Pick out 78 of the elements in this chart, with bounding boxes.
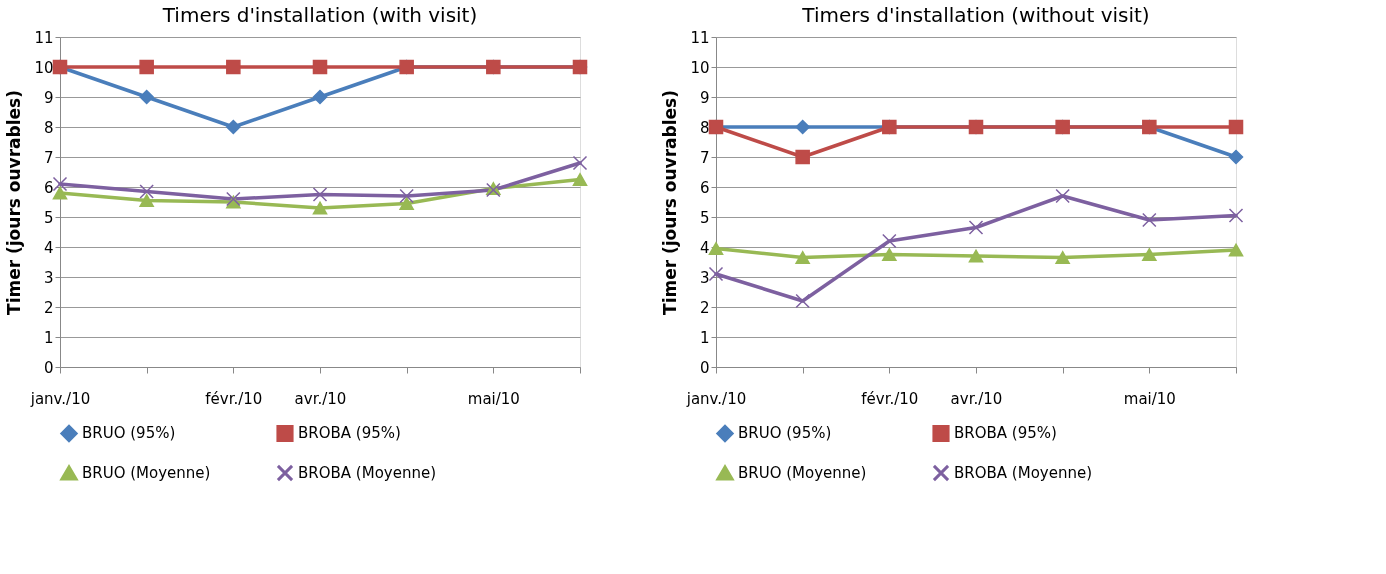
point (708, 266, 724, 282)
y-axis-title: Timer (jours ouvrables) (4, 90, 25, 315)
point (399, 188, 414, 204)
point (139, 59, 154, 75)
y-tick-label: 11 (690, 28, 710, 47)
point (52, 186, 68, 200)
y-tick-label: 3 (699, 268, 710, 287)
point (1055, 188, 1070, 204)
point (1055, 251, 1070, 264)
y-tick-label: 2 (43, 298, 54, 317)
y-tick-label: 10 (690, 58, 710, 77)
point (312, 201, 328, 215)
point (708, 242, 724, 255)
point (968, 220, 984, 235)
point (312, 89, 328, 105)
y-tick-label: 10 (34, 58, 54, 77)
legend-label: BRUO (95%) (738, 424, 832, 443)
point (795, 251, 810, 264)
legend-label: BRUO (95%) (82, 424, 176, 443)
point (1228, 243, 1244, 257)
point (572, 155, 588, 171)
point (1142, 248, 1157, 261)
y-tick-label: 1 (699, 328, 710, 347)
legend-label: BRUO (Moyenne) (82, 464, 211, 482)
point (226, 59, 241, 75)
y-axis-title: Timer (jours ouvrables) (660, 90, 681, 315)
point (795, 293, 810, 309)
y-tick-label: 2 (699, 298, 710, 317)
y-tick-label: 3 (43, 268, 54, 287)
point (139, 194, 154, 207)
point (968, 249, 984, 263)
point (139, 89, 154, 105)
point (1228, 119, 1244, 135)
point (139, 184, 154, 199)
y-tick-label: 1 (43, 328, 54, 347)
x-tick-label: mai/10 (1123, 389, 1176, 408)
y-tick-label: 8 (43, 118, 54, 137)
y-tick-label: 8 (699, 118, 710, 137)
point (1142, 212, 1157, 228)
point (795, 119, 810, 135)
y-tick-label: 7 (699, 148, 710, 167)
x-tick-label: janv./10 (29, 389, 91, 408)
y-tick-label: 4 (43, 238, 54, 257)
x-tick-label: févr./10 (205, 389, 263, 408)
y-tick-label: 9 (43, 88, 54, 107)
point (882, 233, 897, 249)
y-tick-label: 6 (699, 178, 710, 197)
point (795, 149, 810, 165)
y-tick-label: 11 (34, 28, 54, 47)
point (312, 59, 328, 75)
y-tick-label: 4 (699, 238, 710, 257)
point (1228, 149, 1244, 165)
y-tick-label: 5 (43, 208, 54, 227)
y-tick-label: 7 (43, 148, 54, 167)
point (1228, 208, 1244, 223)
point (226, 119, 241, 135)
legend-label: BROBA (Moyenne) (954, 464, 1093, 482)
x-tick-label: avr./10 (294, 389, 347, 408)
chart-title: Timers d'installation (without visit) (801, 3, 1150, 27)
point (882, 248, 897, 261)
chart-title: Timers d'installation (with visit) (161, 3, 478, 27)
y-tick-label: 5 (699, 208, 710, 227)
legend-label: BROBA (95%) (954, 424, 1057, 443)
x-tick-label: avr./10 (950, 389, 1003, 408)
y-tick-label: 6 (43, 178, 54, 197)
point (399, 197, 414, 210)
point (52, 176, 68, 192)
legend-label: BROBA (Moyenne) (298, 464, 437, 482)
legend-label: BROBA (95%) (298, 424, 401, 443)
point (312, 187, 328, 202)
y-tick-label: 0 (699, 358, 710, 377)
legend-label: BRUO (Moyenne) (738, 464, 867, 482)
y-tick-label: 0 (43, 358, 54, 377)
point (572, 173, 588, 186)
x-tick-label: mai/10 (467, 389, 520, 408)
y-tick-label: 9 (699, 88, 710, 107)
x-tick-label: janv./10 (685, 389, 747, 408)
x-tick-label: févr./10 (861, 389, 919, 408)
